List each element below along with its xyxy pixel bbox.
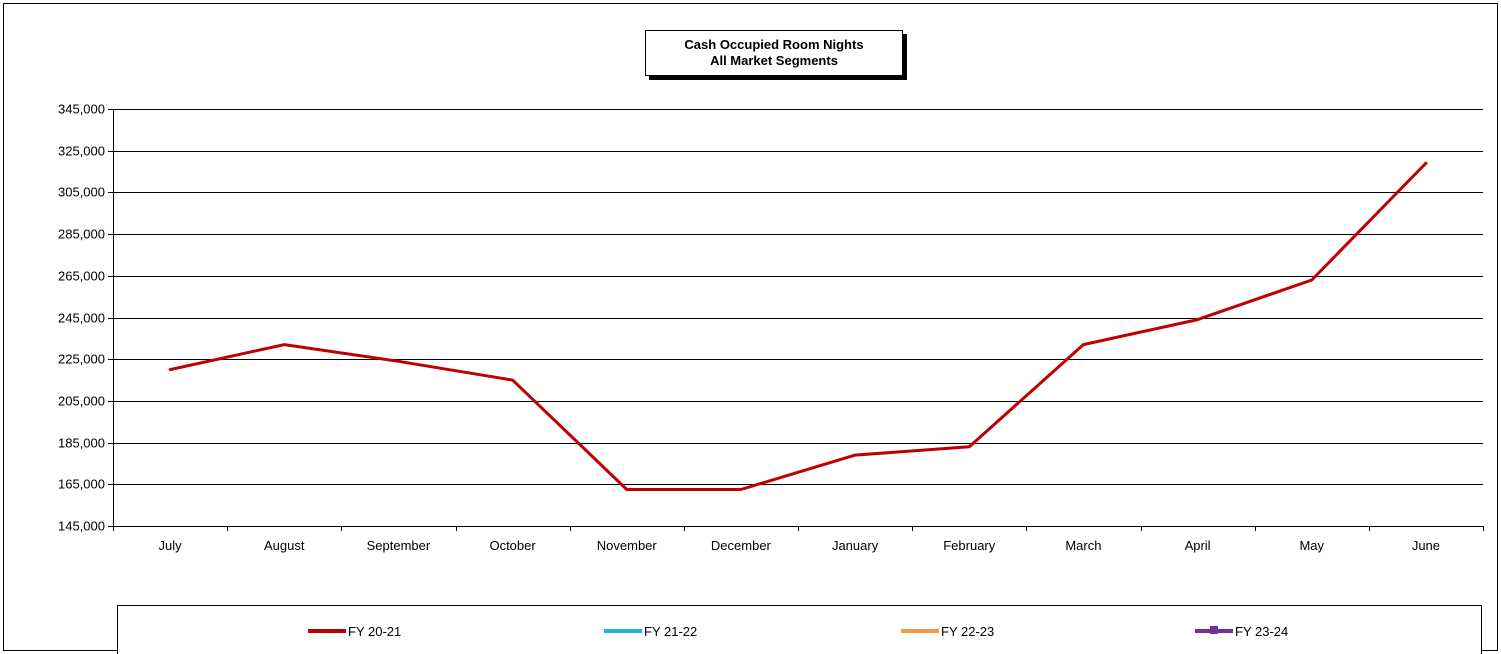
- x-tick-label-march: March: [1065, 538, 1101, 553]
- legend-entry-fy-20-21: FY 20-21: [308, 622, 401, 640]
- series-line-fy-20-21: [168, 161, 1428, 491]
- legend-swatch-fy-23-24: [1195, 626, 1233, 634]
- legend-entry-fy-23-24: FY 23-24: [1195, 622, 1288, 640]
- chart-frame: [3, 3, 1498, 651]
- chart-title-line-1: Cash Occupied Room Nights: [684, 37, 864, 52]
- y-tick-label-305000: 305,000: [58, 185, 105, 200]
- legend-label-fy-23-24: FY 23-24: [1235, 623, 1289, 639]
- series-lines: [168, 161, 1428, 491]
- y-tick-label-205000: 205,000: [58, 394, 105, 409]
- chart-title-line-2: All Market Segments: [710, 53, 838, 68]
- legend-label-fy-22-23: FY 22-23: [941, 623, 995, 639]
- y-tick-label-145000: 145,000: [58, 519, 105, 534]
- axes: [108, 109, 1484, 531]
- legend-swatch-fy-22-23: [901, 629, 939, 633]
- x-tick-label-november: November: [597, 538, 658, 553]
- x-tick-label-february: February: [943, 538, 996, 553]
- legend-entry-fy-21-22: FY 21-22: [604, 622, 697, 640]
- x-tick-label-september: September: [367, 538, 431, 553]
- y-tick-label-225000: 225,000: [58, 352, 105, 367]
- legend-entry-fy-22-23: FY 22-23: [901, 622, 994, 640]
- y-tick-label-245000: 245,000: [58, 311, 105, 326]
- y-tick-label-285000: 285,000: [58, 227, 105, 242]
- x-axis-tick-labels: July August September October November Decemb…: [159, 538, 1440, 553]
- legend-label-fy-21-22: FY 21-22: [644, 623, 698, 639]
- x-tick-label-october: October: [489, 538, 536, 553]
- legend-swatch-fy-21-22: [604, 629, 642, 633]
- x-tick-label-august: August: [264, 538, 305, 553]
- y-tick-label-265000: 265,000: [58, 269, 105, 284]
- x-tick-label-april: April: [1185, 538, 1211, 553]
- y-axis-tick-labels: 145,000 165,000 185,000 205,000 225,000 245,0…: [58, 102, 105, 534]
- legend: FY 20-21 FY 21-22 FY 22-23 FY 23-24: [117, 605, 1482, 654]
- chart-title: Cash Occupied Room Nights All Market Seg…: [645, 30, 903, 76]
- y-tick-label-185000: 185,000: [58, 436, 105, 451]
- y-tick-label-325000: 325,000: [58, 144, 105, 159]
- legend-swatch-fy-20-21: [308, 629, 346, 633]
- legend-marker-square-icon: [1210, 626, 1218, 634]
- x-tick-label-january: January: [832, 538, 879, 553]
- legend-label-fy-20-21: FY 20-21: [348, 623, 402, 639]
- gridlines: [113, 109, 1483, 485]
- y-tick-label-345000: 345,000: [58, 102, 105, 117]
- x-tick-label-june: June: [1412, 538, 1440, 553]
- x-tick-label-july: July: [159, 538, 183, 553]
- x-tick-label-december: December: [711, 538, 772, 553]
- x-tick-label-may: May: [1299, 538, 1324, 553]
- y-tick-label-165000: 165,000: [58, 477, 105, 492]
